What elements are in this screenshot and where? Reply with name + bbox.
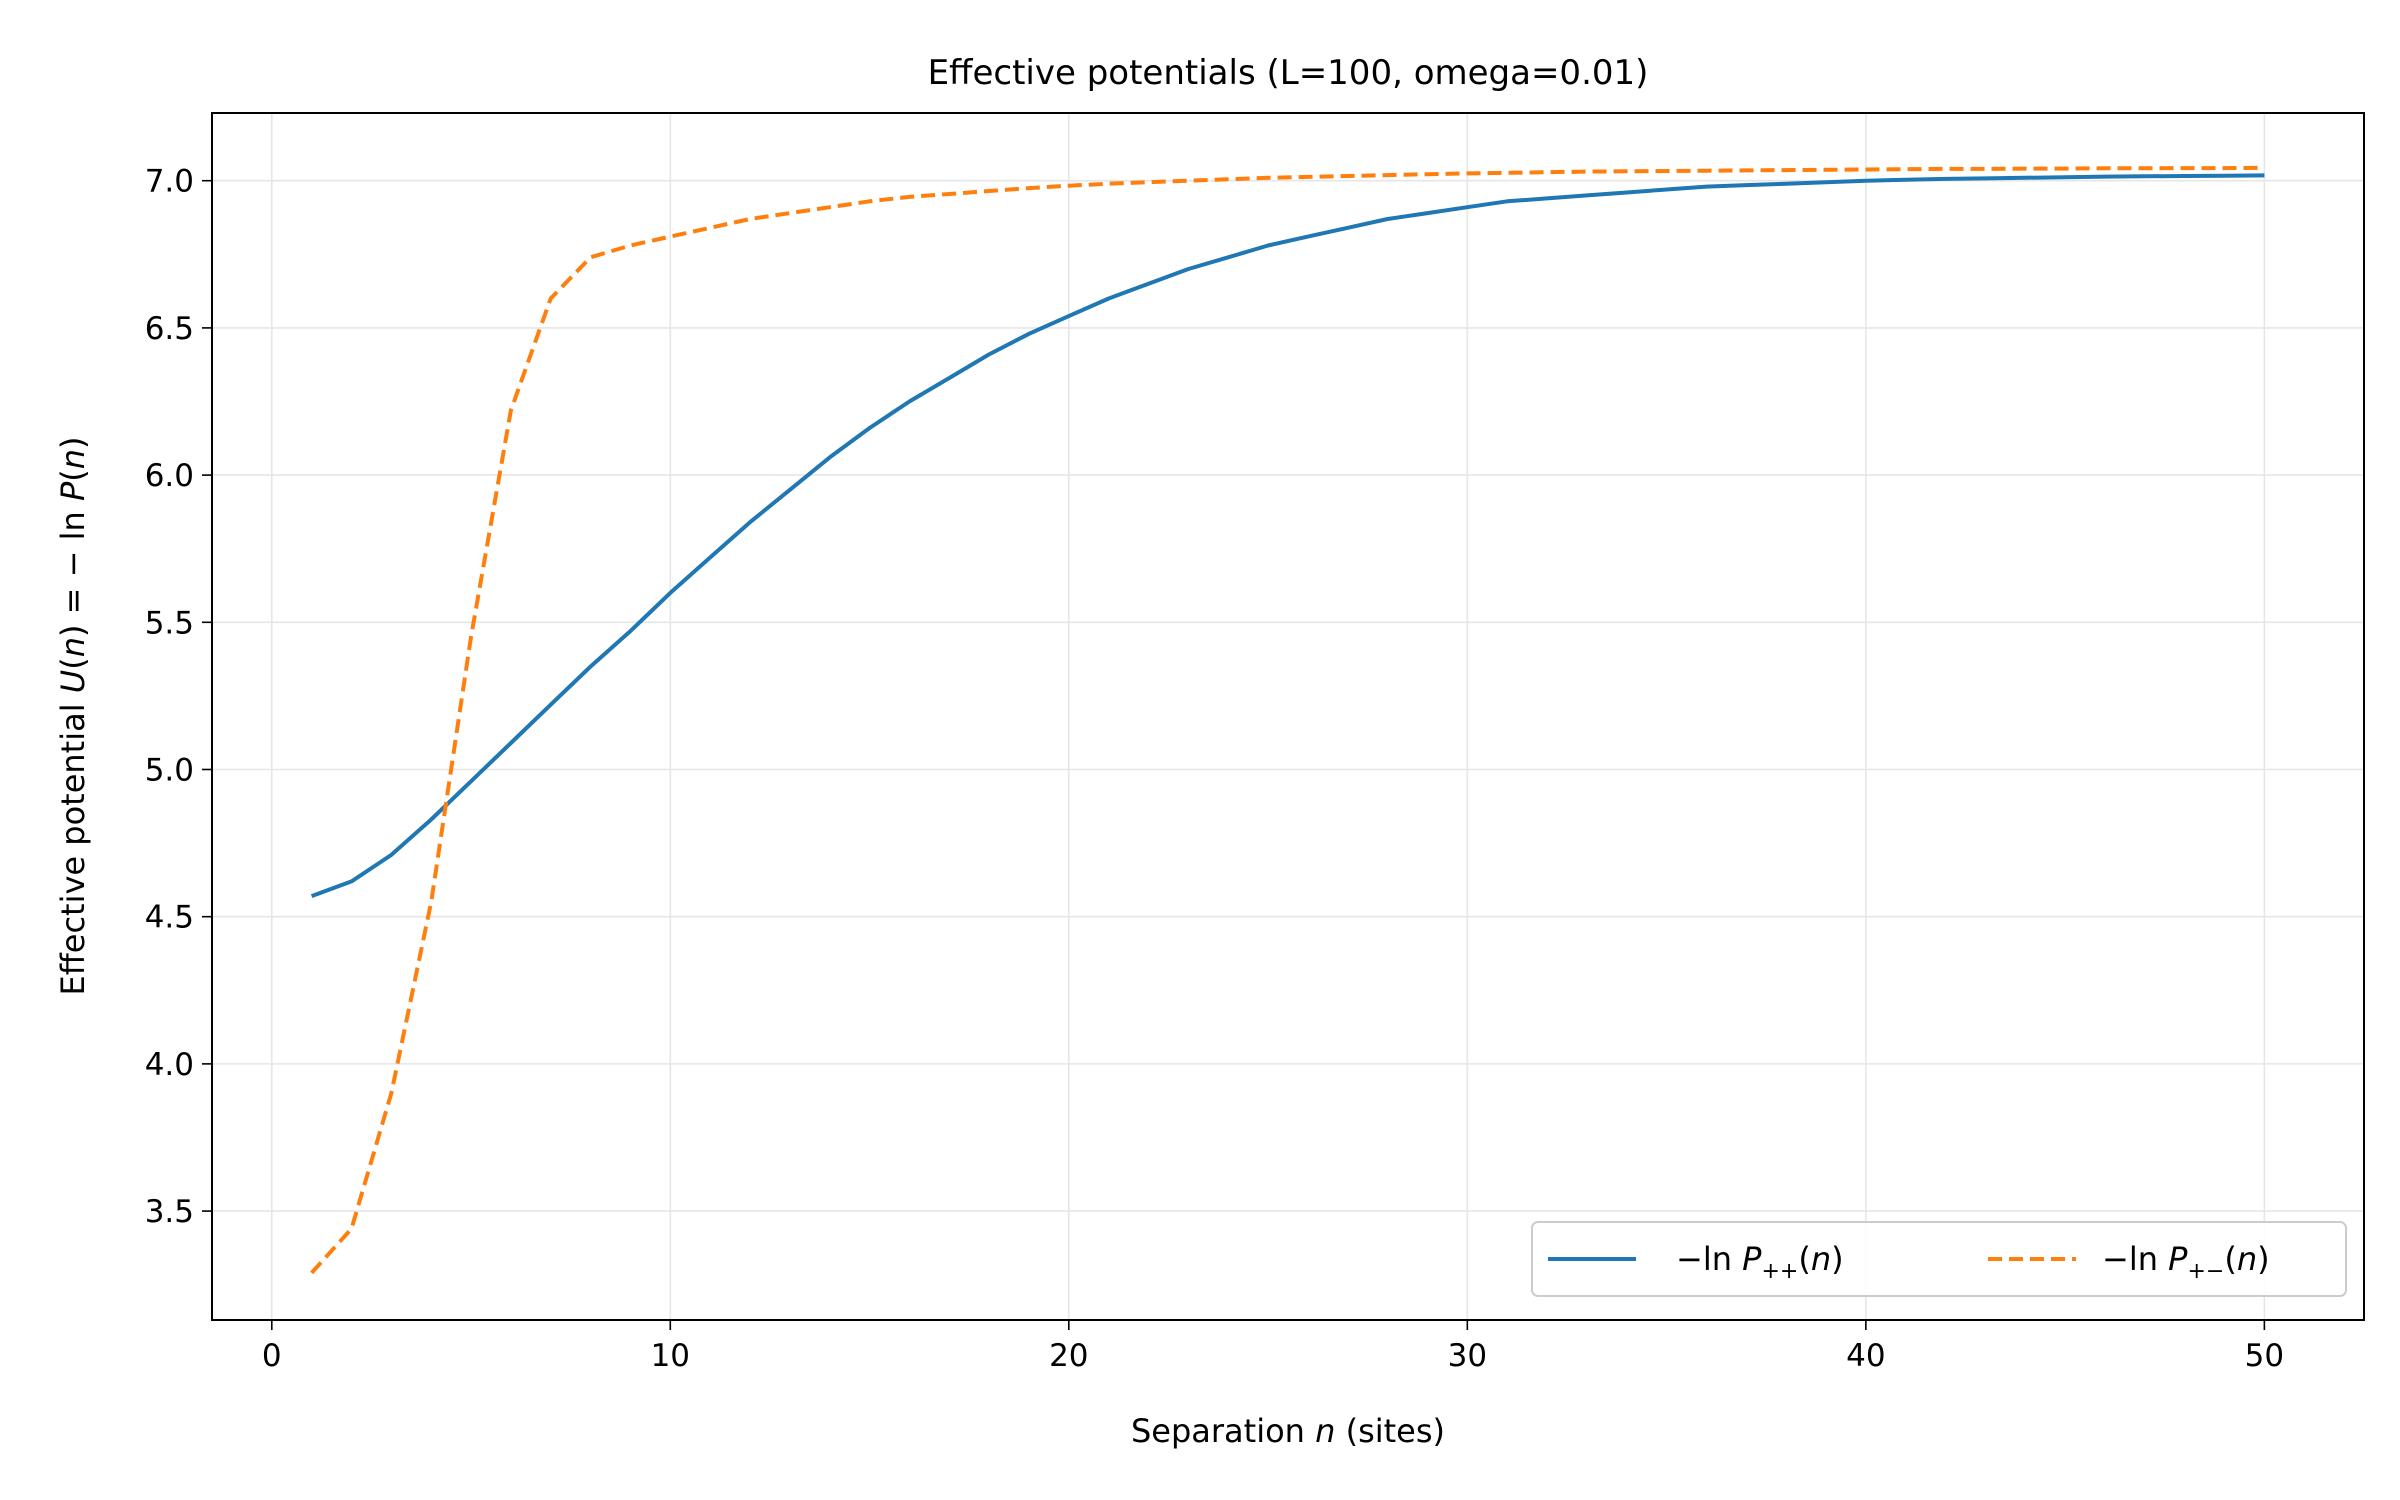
x-tick-label: 20 xyxy=(1049,1338,1088,1374)
x-tick-label: 0 xyxy=(262,1338,282,1374)
y-tick-label: 4.5 xyxy=(145,900,194,936)
legend: −ln P++(n) −ln P+−(n) xyxy=(1531,1221,2347,1297)
x-tick-label: 30 xyxy=(1448,1338,1487,1374)
y-tick-label: 7.0 xyxy=(145,164,194,200)
series-line-pm xyxy=(310,165,2265,1275)
x-tick-label: 10 xyxy=(651,1338,690,1374)
legend-box xyxy=(1531,1221,2347,1297)
y-tick-label: 4.0 xyxy=(145,1047,194,1083)
legend-label-pm: −ln P+−(n) xyxy=(2102,1240,2270,1284)
y-tick-label: 5.0 xyxy=(145,752,194,788)
y-axis-label: Effective potential U(n) = − ln P(n) xyxy=(54,437,92,996)
y-tick-label: 6.0 xyxy=(145,458,194,494)
x-tick-label: 50 xyxy=(2245,1338,2284,1374)
axis-ticks: 0 10 20 30 40 50 3.5 4.0 4.5 5.0 5.5 6.0 6.5 7.0 xyxy=(145,164,2284,1374)
x-axis-label: Separation n (sites) xyxy=(1131,1412,1445,1450)
series-line-pp xyxy=(310,173,2265,898)
series-lines xyxy=(310,165,2265,1275)
y-tick-label: 5.5 xyxy=(145,605,194,641)
plot-frame xyxy=(211,112,2365,1321)
chart-title: Effective potentials (L=100, omega=0.01) xyxy=(928,53,1649,93)
y-tick-label: 3.5 xyxy=(145,1194,194,1230)
y-tick-label: 6.5 xyxy=(145,311,194,347)
legend-label-pp: −ln P++(n) xyxy=(1676,1240,1844,1284)
x-tick-label: 40 xyxy=(1846,1338,1885,1374)
